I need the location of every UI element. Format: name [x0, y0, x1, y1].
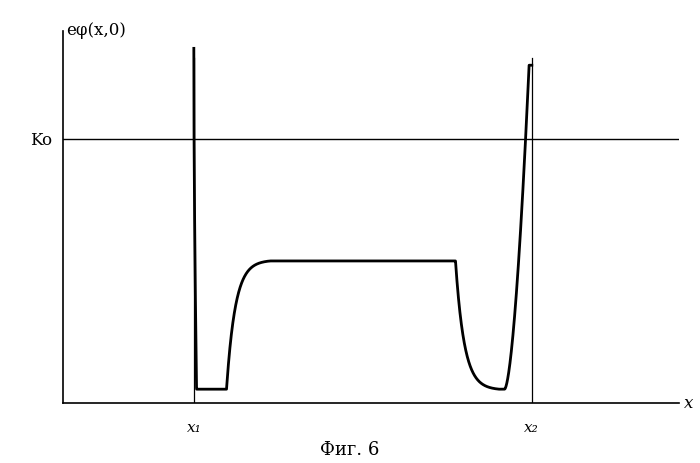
Text: Ko: Ko: [30, 131, 52, 149]
Text: Фиг. 6: Фиг. 6: [321, 440, 379, 458]
Text: x₁: x₁: [186, 419, 201, 434]
Text: x₂: x₂: [524, 419, 539, 434]
Text: x: x: [685, 394, 694, 411]
Text: eφ(x,0): eφ(x,0): [66, 22, 125, 39]
